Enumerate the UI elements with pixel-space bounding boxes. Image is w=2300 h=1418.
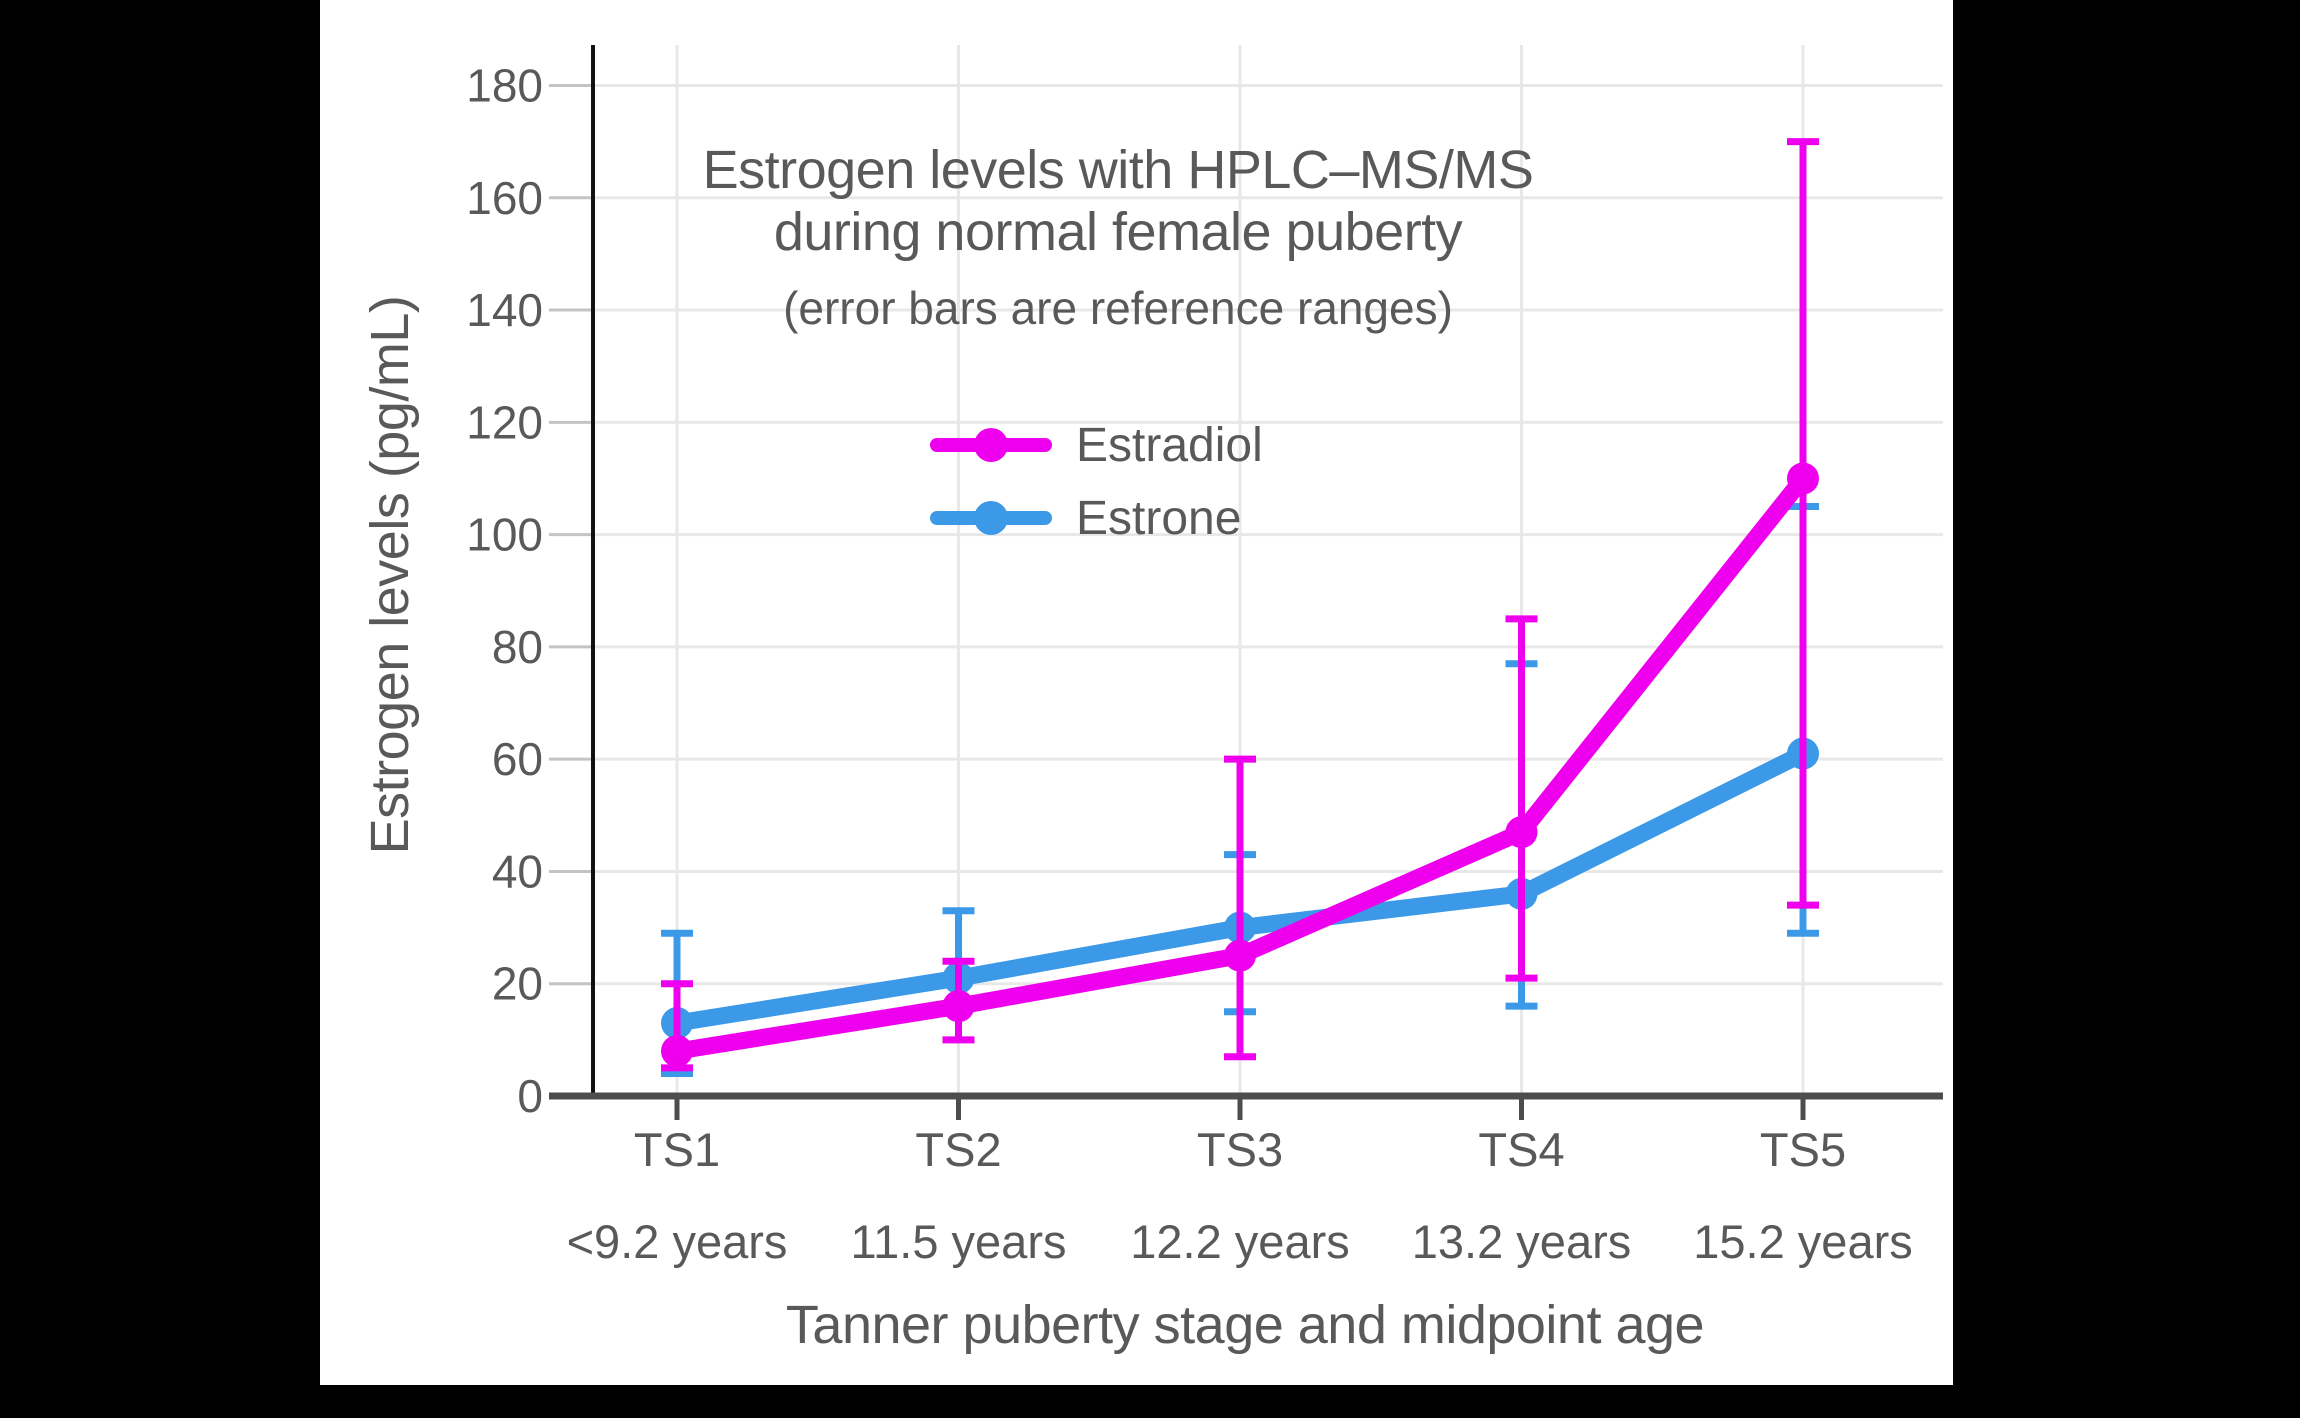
y-tick-label-60: 60 (492, 733, 543, 785)
y-tick-label-20: 20 (492, 958, 543, 1010)
x-axis-title: Tanner puberty stage and midpoint age (785, 1295, 1705, 1355)
y-axis-title: Estrogen levels (pg/mL) (360, 295, 420, 855)
age-label-ts4: 13.2 years (1412, 1215, 1631, 1268)
y-tick-label-80: 80 (492, 621, 543, 673)
age-label-ts1: <9.2 years (567, 1215, 788, 1268)
estrone-series-swatch (930, 501, 1052, 535)
y-tick-label-0: 0 (517, 1070, 543, 1122)
category-label-ts2: TS2 (915, 1123, 1001, 1176)
y-tick-label-140: 140 (466, 284, 543, 336)
data-point-estradiol-ts4 (1505, 816, 1538, 849)
data-point-estradiol-ts1 (661, 1035, 693, 1068)
legend-label-estrone: Estrone (1076, 491, 1242, 545)
data-point-estradiol-ts5 (1787, 462, 1819, 495)
age-label-ts3: 12.2 years (1130, 1215, 1349, 1268)
category-label-ts1: TS1 (634, 1123, 720, 1176)
category-label-ts3: TS3 (1197, 1123, 1283, 1176)
chart-title-line1: Estrogen levels with HPLC–MS/MS (702, 140, 1534, 200)
y-tick-label-180: 180 (466, 59, 543, 111)
age-label-ts5: 15.2 years (1693, 1215, 1912, 1268)
estrone-dot-icon (974, 501, 1008, 535)
y-tick-label-100: 100 (466, 509, 543, 561)
age-label-ts2: 11.5 years (851, 1215, 1067, 1268)
y-tick-label-40: 40 (492, 845, 543, 897)
data-point-estradiol-ts3 (1224, 939, 1256, 972)
estradiol-dot-icon (974, 428, 1008, 462)
category-label-ts5: TS5 (1760, 1123, 1846, 1176)
category-label-ts4: TS4 (1478, 1123, 1564, 1176)
y-tick-label-120: 120 (466, 396, 543, 448)
chart-title-line2: during normal female puberty (773, 202, 1463, 262)
estradiol-series-swatch (930, 428, 1052, 462)
legend-label-estradiol: Estradiol (1076, 418, 1263, 472)
chart-subtitle: (error bars are reference ranges) (783, 282, 1453, 334)
data-point-estradiol-ts2 (942, 990, 975, 1023)
y-tick-label-160: 160 (466, 172, 543, 224)
